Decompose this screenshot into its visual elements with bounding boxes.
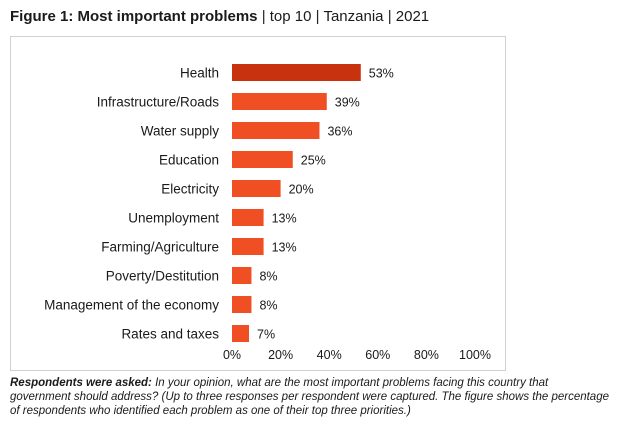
value-label: 13% [272,241,297,255]
category-label: Poverty/Destitution [106,269,219,284]
category-label: Electricity [161,182,219,197]
bar [232,122,320,139]
category-label: Water supply [141,124,220,139]
x-tick-label: 80% [414,348,439,362]
bar [232,64,361,81]
value-label: 39% [335,96,360,110]
bar [232,209,264,226]
value-label: 7% [257,328,275,342]
title-separator: | [261,8,266,25]
value-label: 25% [301,154,326,168]
category-label: Health [180,66,219,81]
x-tick-label: 20% [268,348,293,362]
value-label: 20% [289,183,314,197]
bar [232,180,281,197]
bar [232,296,252,313]
footnote-lead: Respondents were asked: [10,377,152,389]
bar [232,325,250,342]
value-label: 53% [369,67,394,81]
category-label: Infrastructure/Roads [97,95,220,110]
category-label: Education [159,153,219,168]
figure-title: Figure 1: Most important problems | top … [10,8,429,25]
value-label: 8% [259,270,277,284]
figure-subtitle-country: Tanzania [323,8,384,25]
title-separator: | [315,8,320,25]
figure-subtitle-scope: top 10 [269,8,312,25]
x-tick-label: 60% [365,348,390,362]
category-label: Farming/Agriculture [101,240,219,255]
category-label: Unemployment [128,211,219,226]
x-tick-label: 100% [459,348,491,362]
bar [232,238,264,255]
footnote: Respondents were asked: In your opinion,… [10,376,610,418]
bar [232,93,327,110]
x-tick-label: 40% [317,348,342,362]
bar-chart: Health 53% Infrastructure/Roads 39% Water su… [44,64,491,362]
x-tick-label: 0% [223,348,241,362]
value-label: 36% [327,125,352,139]
footnote-question: In your opinion, what are the most impor… [10,377,609,417]
title-separator: | [387,8,392,25]
figure-title-main: Figure 1: Most important problems [10,8,258,25]
figure-subtitle-year: 2021 [395,8,430,25]
category-label: Rates and taxes [121,327,219,342]
chart-panel: Health 53% Infrastructure/Roads 39% Water su… [10,36,506,371]
category-label: Management of the economy [44,298,219,313]
bar [232,267,252,284]
value-label: 13% [272,212,297,226]
value-label: 8% [259,299,277,313]
bar [232,151,293,168]
